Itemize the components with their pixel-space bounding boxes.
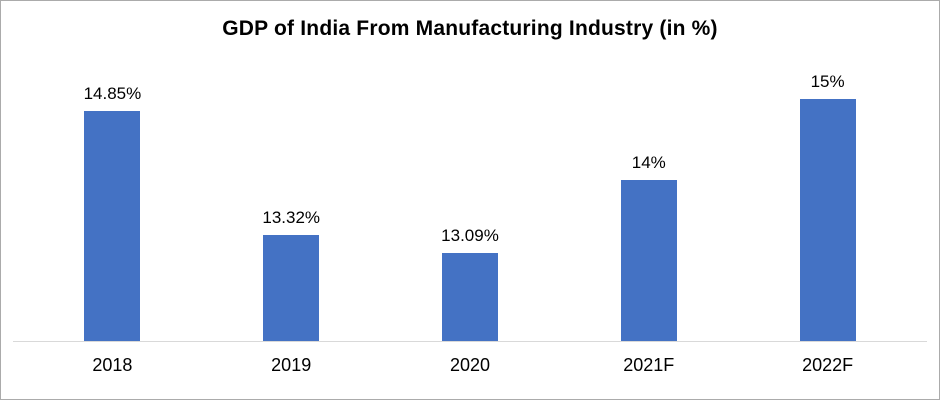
x-axis-label: 2022F bbox=[802, 355, 854, 375]
x-axis-label: 2019 bbox=[271, 355, 312, 375]
bar-value-label: 14% bbox=[631, 153, 666, 172]
bar-column: 13.32% bbox=[202, 59, 381, 341]
bar-column: 14.85% bbox=[23, 59, 202, 341]
bar bbox=[263, 235, 320, 341]
x-axis-label: 2018 bbox=[92, 355, 133, 375]
plot-area: 14.85% 13.32% 13.09% 14% 15% bbox=[23, 59, 917, 341]
x-axis-line bbox=[13, 341, 927, 342]
bar-value-label: 13.09% bbox=[441, 226, 499, 245]
x-axis-labels: 2018 2019 2020 2021F 2022F bbox=[23, 342, 917, 376]
bar bbox=[620, 180, 677, 341]
bar-column: 13.09% bbox=[381, 59, 560, 341]
bar-value-label: 15% bbox=[810, 72, 845, 91]
bar-value-label: 13.32% bbox=[262, 208, 321, 227]
bar bbox=[799, 99, 856, 341]
x-axis-label: 2021F bbox=[623, 355, 675, 375]
chart-title: GDP of India From Manufacturing Industry… bbox=[222, 17, 718, 40]
x-axis-label: 2020 bbox=[449, 355, 491, 375]
bar bbox=[84, 111, 141, 341]
bar bbox=[441, 253, 498, 341]
bar-value-label: 14.85% bbox=[83, 84, 142, 103]
bar-column: 15% bbox=[738, 59, 917, 341]
bar-column: 14% bbox=[559, 59, 738, 341]
